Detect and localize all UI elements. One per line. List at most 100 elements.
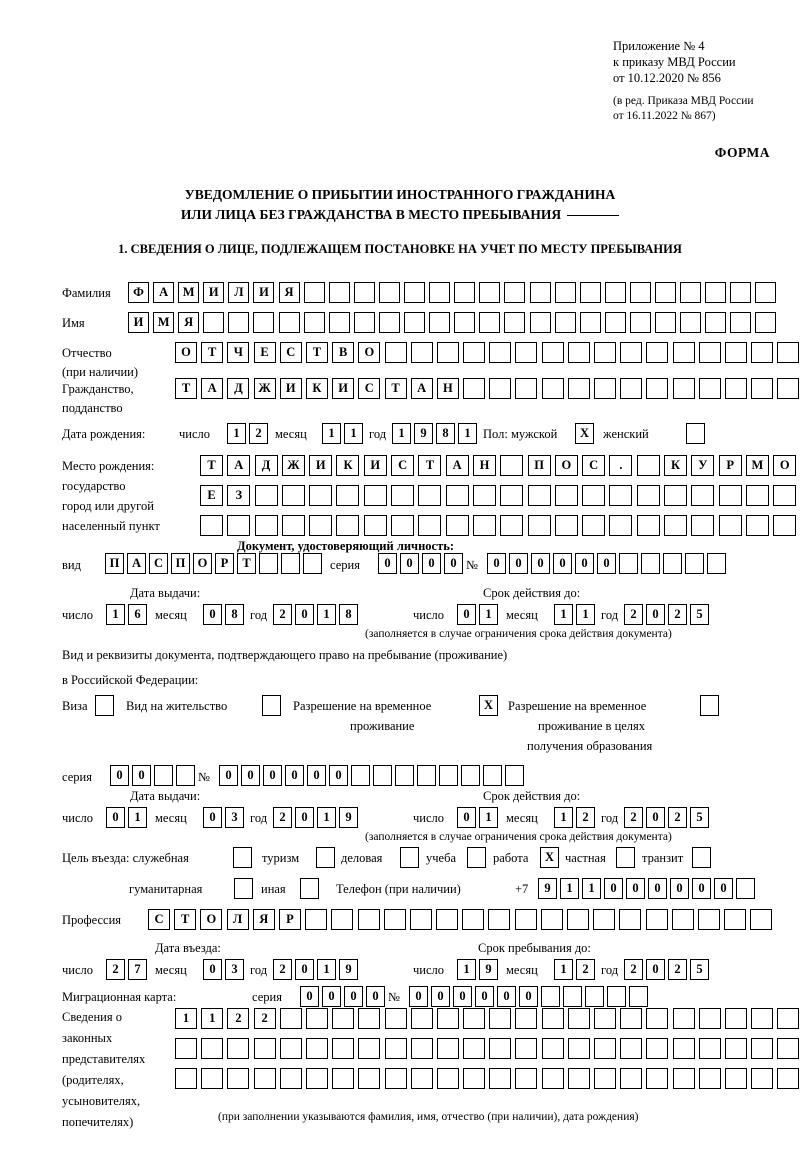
char-box[interactable] xyxy=(554,515,578,536)
char-box[interactable] xyxy=(384,342,407,363)
char-box[interactable]: 8 xyxy=(436,423,455,444)
visa-checkbox[interactable] xyxy=(95,695,114,716)
char-box[interactable]: Л xyxy=(228,282,250,303)
char-box[interactable] xyxy=(357,909,380,930)
char-box[interactable] xyxy=(409,909,432,930)
char-box[interactable] xyxy=(253,312,275,333)
char-box[interactable] xyxy=(705,282,727,303)
char-box[interactable] xyxy=(305,1008,328,1029)
char-box[interactable]: 2 xyxy=(273,959,292,980)
char-box[interactable]: 1 xyxy=(554,807,573,828)
char-box[interactable] xyxy=(594,1038,616,1059)
char-box[interactable]: З xyxy=(227,485,251,506)
temp-residence-checkbox[interactable]: X xyxy=(479,695,498,716)
char-box[interactable]: А xyxy=(201,378,224,399)
char-box[interactable] xyxy=(488,909,511,930)
char-box[interactable] xyxy=(436,1068,459,1089)
char-box[interactable] xyxy=(281,553,300,574)
char-box[interactable] xyxy=(541,1038,564,1059)
char-box[interactable] xyxy=(671,909,694,930)
char-box[interactable] xyxy=(383,909,406,930)
char-box[interactable]: С xyxy=(279,342,302,363)
char-box[interactable]: Е xyxy=(200,485,223,506)
char-box[interactable]: 1 xyxy=(576,604,595,625)
char-box[interactable] xyxy=(541,986,560,1007)
char-box[interactable] xyxy=(567,1008,590,1029)
char-box[interactable] xyxy=(718,485,742,506)
char-box[interactable]: 0 xyxy=(422,553,441,574)
char-box[interactable]: Р xyxy=(278,909,301,930)
char-box[interactable] xyxy=(672,378,695,399)
char-box[interactable] xyxy=(672,1068,695,1089)
char-box[interactable] xyxy=(201,1068,224,1089)
char-box[interactable] xyxy=(500,455,524,476)
char-box[interactable] xyxy=(730,282,752,303)
char-box[interactable] xyxy=(358,1038,381,1059)
char-box[interactable] xyxy=(567,1068,590,1089)
char-box[interactable]: Ж xyxy=(281,455,305,476)
char-box[interactable] xyxy=(773,515,797,536)
char-box[interactable] xyxy=(541,1068,564,1089)
char-box[interactable] xyxy=(646,342,669,363)
char-box[interactable]: 1 xyxy=(392,423,411,444)
char-box[interactable]: Я xyxy=(178,312,200,333)
char-box[interactable]: 2 xyxy=(668,807,687,828)
char-box[interactable]: М xyxy=(178,282,200,303)
char-box[interactable]: 1 xyxy=(554,959,573,980)
char-box[interactable]: 0 xyxy=(203,959,222,980)
char-box[interactable] xyxy=(620,378,643,399)
char-box[interactable]: Т xyxy=(418,455,442,476)
char-box[interactable] xyxy=(373,765,392,786)
char-box[interactable]: 3 xyxy=(225,807,244,828)
char-box[interactable] xyxy=(384,1008,407,1029)
char-box[interactable] xyxy=(281,515,305,536)
char-box[interactable]: 2 xyxy=(253,1008,276,1029)
char-box[interactable] xyxy=(750,909,773,930)
char-box[interactable]: 1 xyxy=(344,423,363,444)
char-box[interactable] xyxy=(410,1068,433,1089)
char-box[interactable] xyxy=(332,1038,355,1059)
char-box[interactable] xyxy=(472,515,496,536)
char-box[interactable]: Я xyxy=(278,282,300,303)
char-box[interactable]: 2 xyxy=(576,807,595,828)
char-box[interactable] xyxy=(463,1068,486,1089)
char-box[interactable] xyxy=(646,1038,669,1059)
char-box[interactable] xyxy=(353,282,375,303)
char-box[interactable] xyxy=(646,1068,669,1089)
char-box[interactable] xyxy=(777,378,800,399)
char-box[interactable]: М xyxy=(153,312,175,333)
char-box[interactable] xyxy=(429,282,451,303)
char-box[interactable]: 0 xyxy=(604,878,623,899)
char-box[interactable] xyxy=(567,342,590,363)
char-box[interactable]: 7 xyxy=(128,959,147,980)
char-box[interactable]: Н xyxy=(472,455,496,476)
char-box[interactable] xyxy=(200,515,223,536)
char-box[interactable] xyxy=(463,378,486,399)
char-box[interactable] xyxy=(504,312,526,333)
char-box[interactable]: 1 xyxy=(128,807,147,828)
char-box[interactable] xyxy=(773,485,797,506)
char-box[interactable]: 3 xyxy=(225,959,244,980)
char-box[interactable] xyxy=(303,553,322,574)
char-box[interactable] xyxy=(594,1008,616,1029)
char-box[interactable] xyxy=(755,312,777,333)
char-box[interactable]: 0 xyxy=(509,553,528,574)
char-box[interactable]: 5 xyxy=(690,807,709,828)
char-box[interactable]: 0 xyxy=(295,604,314,625)
char-box[interactable]: Р xyxy=(215,553,234,574)
char-box[interactable] xyxy=(410,1008,433,1029)
char-box[interactable]: 1 xyxy=(582,878,601,899)
char-box[interactable] xyxy=(254,515,278,536)
char-box[interactable]: А xyxy=(227,455,251,476)
char-box[interactable] xyxy=(585,986,604,1007)
char-box[interactable]: 0 xyxy=(597,553,616,574)
